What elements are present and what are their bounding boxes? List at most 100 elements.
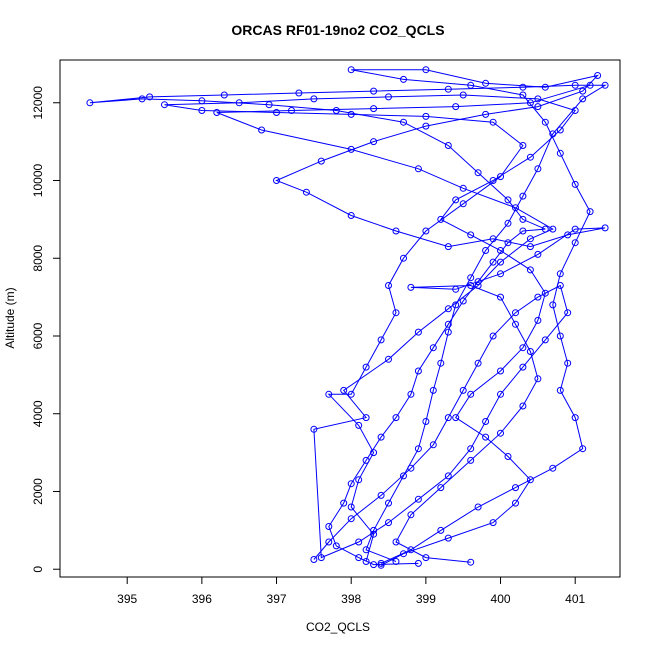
data-point [541,289,549,297]
data-point [444,142,452,149]
data-point [586,81,594,89]
data-point [437,359,445,367]
data-point [534,293,542,301]
data-point [579,445,587,453]
data-point [467,81,475,89]
data-point [497,429,504,437]
data-point [497,173,504,181]
data-point [437,215,445,223]
data-point [549,464,557,472]
data-point [414,445,422,453]
data-point [534,165,542,173]
data-point [422,122,430,130]
data-point [400,118,407,126]
series-3 [213,81,594,563]
data-point [467,558,475,566]
data-point [213,109,221,116]
data-point [459,91,467,99]
data-point [459,200,467,208]
data-point [601,81,609,89]
data-point [497,258,504,266]
data-point [556,149,564,157]
data-point [571,81,579,89]
data-point [370,449,378,457]
data-point [526,243,534,251]
data-point [534,375,542,383]
data-point [452,285,460,293]
x-tick-label: 401 [565,592,585,606]
data-point [444,305,452,313]
series-line [164,94,577,566]
series-line [216,84,591,560]
data-point [452,196,460,204]
data-point [385,355,392,363]
data-point [556,126,564,134]
data-point [377,561,385,569]
data-point [489,332,497,340]
data-point [564,231,572,239]
data-point [400,254,407,262]
data-point [489,235,497,243]
data-point [422,112,430,120]
data-point [273,177,280,184]
data-point [400,75,407,83]
y-tick-label: 10000 [31,163,45,197]
data-point [519,227,527,235]
data-point [362,414,370,422]
data-point [414,328,422,336]
data-point [400,550,407,558]
data-point [325,523,333,530]
data-point [497,293,504,301]
data-point [392,309,400,317]
data-point [512,499,519,507]
y-axis-label: Altitude (m) [3,287,17,348]
data-point [497,270,504,278]
data-point [355,421,363,429]
data-point [422,227,430,235]
data-point [467,456,475,464]
data-point [512,309,519,317]
data-point [444,472,452,480]
data-point [407,511,415,519]
data-point [526,348,534,355]
data-point [534,95,542,103]
data-point [370,561,378,569]
x-tick-label: 395 [117,592,137,606]
data-point [571,414,579,422]
data-point [385,519,392,527]
data-point [370,530,378,538]
data-point [452,103,460,111]
data-point [512,320,519,328]
data-point [392,558,400,565]
data-point [489,519,497,527]
data-point [355,538,363,546]
data-point [474,282,482,289]
data-point [377,433,385,441]
data-point [497,247,504,254]
data-point [317,554,325,562]
data-point [467,274,475,282]
y-tick-label: 2000 [31,478,45,505]
data-point [220,91,228,99]
data-point [429,386,437,394]
data-point [579,95,587,103]
data-point [467,282,475,289]
data-point [422,554,430,562]
series-line [275,69,606,564]
data-point [504,196,512,204]
data-point [512,204,519,212]
data-point [549,301,557,309]
x-tick-label: 398 [341,592,361,606]
data-point [437,526,445,534]
data-point [519,215,527,223]
data-point [444,414,452,422]
data-point [564,309,572,317]
data-point [459,386,467,394]
data-point [258,126,266,134]
data-point [556,386,564,394]
data-point [526,266,534,274]
data-point [385,499,392,507]
data-point [347,503,355,511]
data-point [549,225,557,233]
data-point [235,99,243,107]
